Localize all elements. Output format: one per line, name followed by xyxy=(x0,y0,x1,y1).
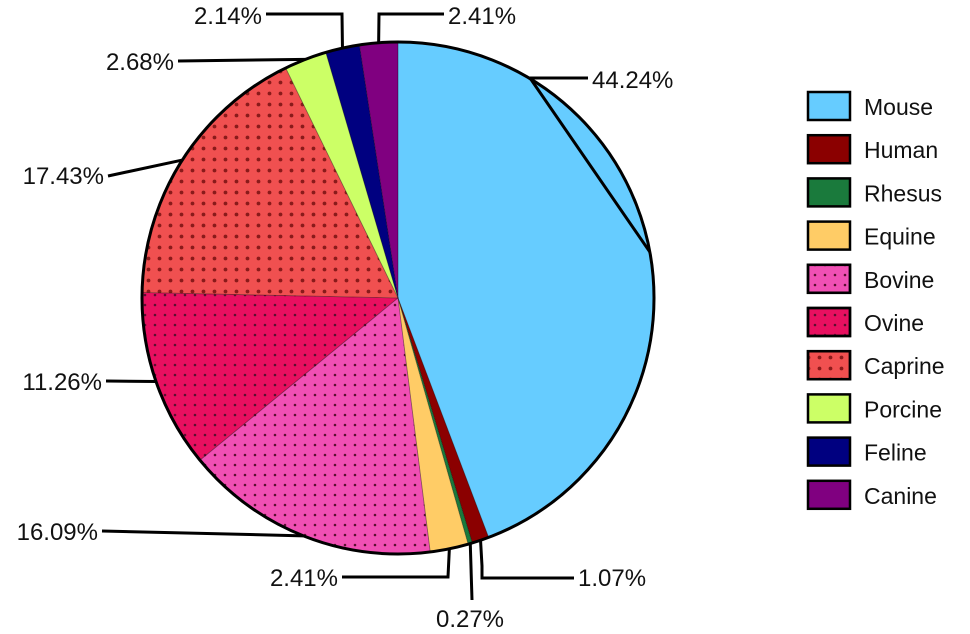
legend-swatch-pattern-ovine xyxy=(806,306,852,338)
legend-label-feline: Feline xyxy=(864,440,927,466)
legend-label-bovine: Bovine xyxy=(864,267,934,293)
slice-porcine xyxy=(285,52,398,298)
slice-labels: 44.24% 1.07% 0.27% 2.41% 16.09% 11.26% 17.43% 2… xyxy=(17,3,674,633)
slice-rhesus xyxy=(398,298,473,545)
leader-line-equine xyxy=(342,548,451,579)
value-label-feline: 2.14% xyxy=(194,3,262,30)
leader-line-rhesus xyxy=(468,543,474,601)
legend-swatch-rhesus xyxy=(806,177,852,208)
legend-label-mouse: Mouse xyxy=(864,94,933,120)
slice-pattern-caprine xyxy=(142,67,398,298)
pie-border xyxy=(140,40,656,556)
legend-label-equine: Equine xyxy=(864,224,936,250)
value-label-canine: 2.41% xyxy=(448,3,516,30)
legend-label-canine: Canine xyxy=(864,483,937,509)
legend-swatch-equine xyxy=(806,220,852,251)
legend-swatch-pattern-caprine xyxy=(806,349,852,381)
legend-label-rhesus: Rhesus xyxy=(864,180,942,206)
slice-pattern-bovine xyxy=(199,298,431,554)
slice-human xyxy=(398,298,489,543)
legend-swatch-pattern-bovine xyxy=(806,263,852,295)
leader-line-feline xyxy=(266,12,344,49)
legend-swatch-human xyxy=(806,133,852,165)
leader-line-mouse xyxy=(527,76,652,253)
legend: Mouse Human Rhesus Equine Bovine Ovine Caprine… xyxy=(806,90,945,511)
value-label-mouse: 44.24% xyxy=(592,67,673,94)
slice-equine xyxy=(398,298,469,552)
legend-label-ovine: Ovine xyxy=(864,310,924,336)
legend-label-caprine: Caprine xyxy=(864,353,945,379)
value-label-bovine: 16.09% xyxy=(17,519,98,546)
value-label-ovine: 11.26% xyxy=(22,369,102,396)
legend-label-porcine: Porcine xyxy=(864,396,942,422)
legend-swatch-mouse xyxy=(806,90,852,122)
value-label-caprine: 17.43% xyxy=(23,163,104,190)
leader-line-ovine xyxy=(105,379,157,384)
slice-canine xyxy=(359,42,398,298)
slice-pattern-ovine xyxy=(142,292,398,461)
value-label-equine: 2.41% xyxy=(270,565,338,592)
legend-swatch-feline xyxy=(806,436,852,467)
leader-line-porcine xyxy=(177,57,306,63)
value-label-rhesus: 0.27% xyxy=(436,606,504,633)
label-leaders xyxy=(101,12,652,601)
leader-line-caprine xyxy=(107,158,183,178)
value-label-porcine: 2.68% xyxy=(106,49,174,76)
leader-line-bovine xyxy=(101,529,304,538)
legend-swatch-canine xyxy=(806,479,852,511)
legend-label-human: Human xyxy=(864,137,938,163)
slice-feline xyxy=(325,44,398,298)
legend-swatch-porcine xyxy=(806,393,852,424)
leader-line-canine xyxy=(377,12,444,43)
pie-slices xyxy=(140,40,656,556)
value-label-human: 1.07% xyxy=(578,565,646,592)
leader-line-human xyxy=(479,540,574,580)
